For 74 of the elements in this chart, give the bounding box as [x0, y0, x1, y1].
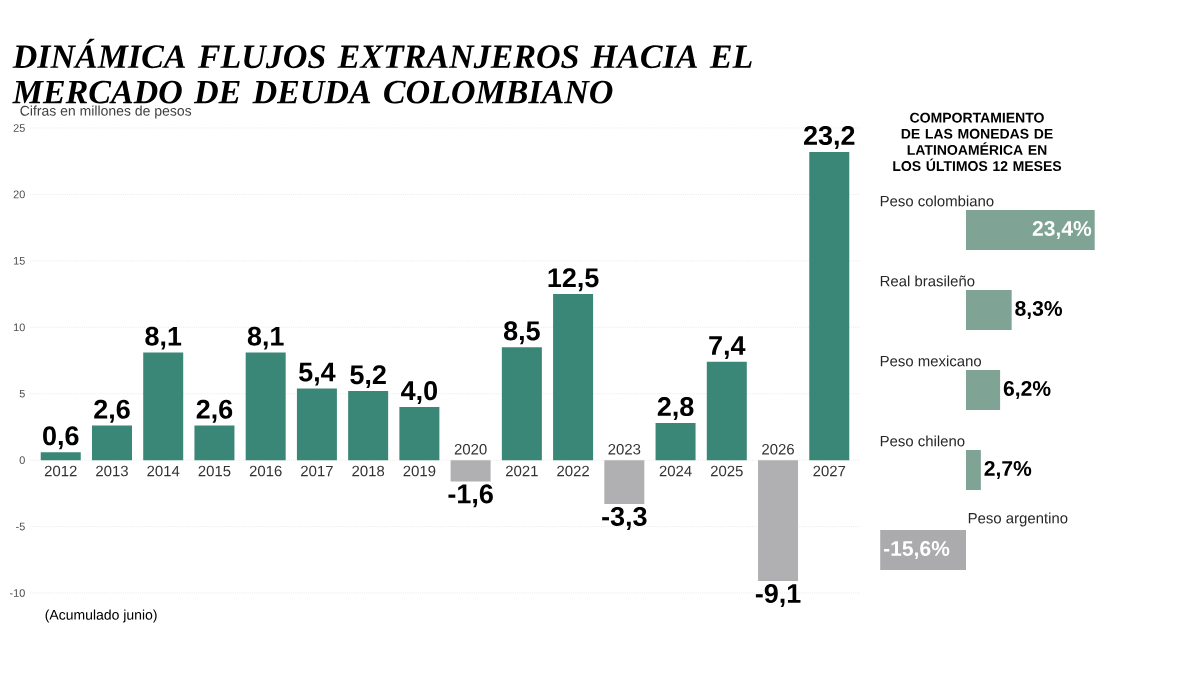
data-label: -1,6	[448, 484, 493, 508]
data-label: 8,5	[503, 321, 540, 345]
data-label: 0,6	[43, 426, 79, 450]
y-tick-label: Real brasileño	[880, 275, 975, 287]
bar	[91, 425, 132, 461]
data-label: 8,3%	[1015, 301, 1063, 319]
bar	[758, 460, 799, 582]
x-tick-label: 2018	[352, 465, 385, 477]
data-label: 12,5	[548, 268, 599, 292]
data-label: 8,1	[145, 326, 182, 350]
bar	[399, 407, 440, 461]
bar	[655, 422, 696, 461]
x-tick-label: 2019	[403, 465, 436, 477]
y-tick-label: 10	[13, 323, 25, 332]
bar	[450, 460, 491, 482]
data-label: 2,7%	[984, 461, 1032, 479]
x-tick-label: 2017	[301, 465, 333, 477]
data-label: 6,2%	[1003, 381, 1051, 399]
y-tick-label: Peso mexicano	[880, 355, 982, 367]
bar	[245, 352, 286, 461]
chart-title: COMPORTAMIENTO DE LAS MONEDAS DE LATINOAMÉRICA EN LOS ÚLTIMOS 12 MESES	[893, 112, 1062, 172]
data-label: -3,3	[602, 506, 647, 530]
y-tick-label: -5	[16, 522, 25, 531]
x-tick-label: 2025	[710, 465, 743, 477]
data-label: 5,4	[299, 362, 336, 386]
x-tick-label: 2024	[659, 465, 692, 477]
bar	[966, 450, 981, 490]
bar	[194, 425, 235, 461]
data-label: 2,6	[94, 399, 130, 423]
bar	[296, 388, 337, 461]
bar	[501, 347, 542, 461]
bar	[809, 151, 850, 461]
bar	[40, 452, 81, 461]
bar	[966, 370, 1001, 410]
y-tick-label: 25	[13, 124, 25, 132]
data-label: 23,2	[804, 126, 855, 149]
bar	[706, 361, 747, 461]
bar	[348, 391, 389, 461]
x-tick-label: 2022	[557, 465, 589, 477]
y-tick-label: 5	[19, 389, 25, 398]
x-tick-label: 2021	[506, 465, 538, 477]
data-label: -9,1	[755, 583, 801, 607]
x-tick-label: 2015	[198, 465, 231, 477]
data-label: 4,0	[401, 381, 437, 405]
y-tick-label: 15	[13, 257, 25, 265]
bar	[553, 294, 594, 461]
x-tick-label: 2014	[147, 465, 180, 477]
data-label: 7,4	[709, 336, 746, 359]
data-label: 2,8	[657, 397, 694, 420]
chart-subtitle: Cifras en millones de pesos	[20, 105, 192, 119]
x-tick-label: 2012	[44, 465, 77, 477]
x-tick-label: 2013	[96, 465, 128, 477]
y-tick-label: 20	[13, 190, 25, 199]
bar	[143, 352, 184, 461]
y-tick-label: 0	[19, 456, 25, 465]
data-label: -15,6%	[883, 541, 950, 559]
y-tick-label: Peso chileno	[880, 435, 965, 447]
y-tick-label: Peso argentino	[968, 512, 1068, 527]
data-label: 5,2	[350, 365, 386, 389]
chart-title: DINÁMICA FLUJOS EXTRANJEROS HACIA EL MERCADO DE DEUDA COLOMBIANO	[12, 38, 752, 104]
x-tick-label: 2016	[249, 465, 282, 477]
x-tick-label: 2023	[608, 443, 641, 455]
bar	[966, 210, 1095, 250]
text: (Acumulado junio)	[45, 609, 157, 623]
y-tick-label: -10	[9, 589, 25, 597]
bar	[966, 290, 1012, 330]
data-label: 8,1	[247, 326, 284, 350]
y-tick-label: Peso colombiano	[880, 195, 994, 207]
x-tick-label: 2026	[762, 443, 794, 455]
data-label: 2,6	[196, 399, 233, 423]
bar	[604, 460, 645, 504]
x-tick-label: 2027	[813, 465, 846, 477]
x-tick-label: 2020	[454, 443, 487, 455]
data-label: 23,4%	[1032, 221, 1092, 239]
